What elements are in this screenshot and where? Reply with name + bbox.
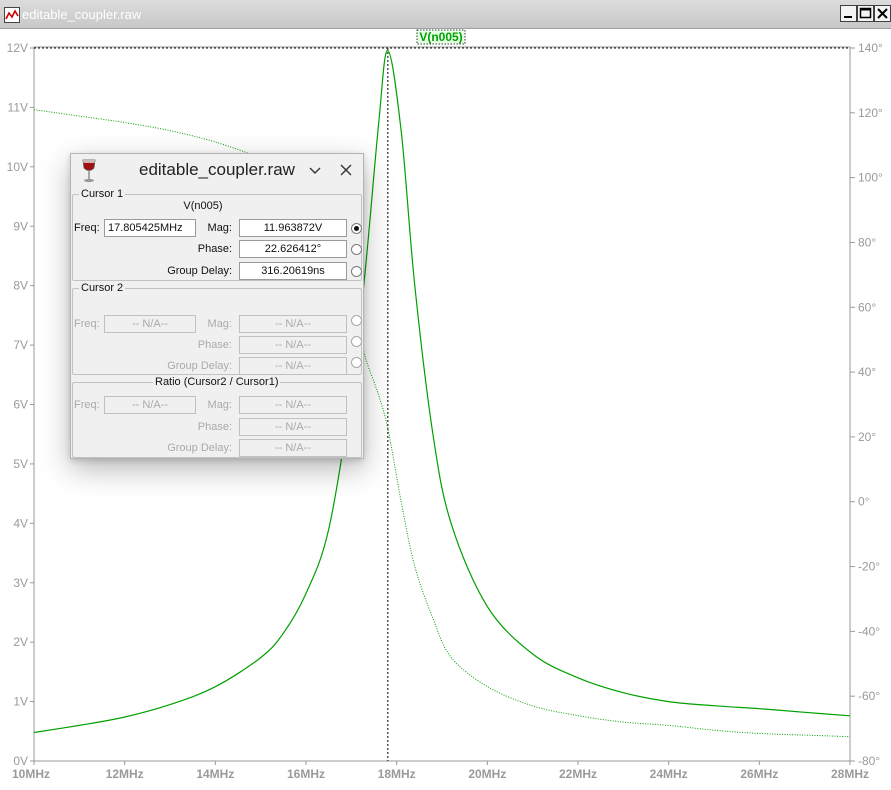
waveform-app-icon xyxy=(4,7,20,23)
left-tick-label: 3V xyxy=(13,576,28,590)
left-tick-label: 7V xyxy=(13,338,28,352)
dialog-title: editable_coupler.raw xyxy=(139,160,295,179)
window-title: editable_coupler.raw xyxy=(22,7,142,22)
cursor2-freq-label: Freq: xyxy=(74,318,100,330)
trace-label[interactable]: V(n005) xyxy=(416,29,466,45)
cursor1-trace-name: V(n005) xyxy=(183,200,223,212)
cursor2-group-delay-radio[interactable] xyxy=(351,357,362,368)
ratio-group: Ratio (Cursor2 / Cursor1) Freq: -- N/A--… xyxy=(72,376,362,458)
close-icon[interactable] xyxy=(339,163,353,177)
cursor1-mag-field[interactable]: 11.963872V xyxy=(239,219,347,237)
dialog-titlebar[interactable]: editable_coupler.raw xyxy=(71,154,363,188)
wine-glass-icon xyxy=(82,159,96,183)
right-tick-label: 20° xyxy=(858,430,876,444)
left-tick-label: 2V xyxy=(13,635,28,649)
minimize-icon xyxy=(844,16,852,18)
right-tick-label: 100° xyxy=(858,171,883,185)
right-tick-label: 120° xyxy=(858,106,883,120)
left-tick-label: 0V xyxy=(13,754,28,768)
cursor2-phase-radio[interactable] xyxy=(351,336,362,347)
cursor1-group-delay-field[interactable]: 316.20619ns xyxy=(239,262,347,280)
cursor2-mag-field: -- N/A-- xyxy=(239,315,347,333)
ratio-mag-field: -- N/A-- xyxy=(239,396,347,414)
maximize-icon xyxy=(859,7,872,19)
cursor1-phase-field[interactable]: 22.626412° xyxy=(239,240,347,258)
chevron-down-icon[interactable] xyxy=(308,164,322,178)
cursor1-freq-label: Freq: xyxy=(74,222,100,234)
ratio-group-delay-field: -- N/A-- xyxy=(239,439,347,457)
ratio-mag-label: Mag: xyxy=(207,399,232,411)
ratio-group-delay-label: Group Delay: xyxy=(167,442,232,454)
cursor2-mag-label: Mag: xyxy=(207,318,232,330)
cursor1-group-delay-label: Group Delay: xyxy=(167,265,232,277)
window-titlebar[interactable]: editable_coupler.raw xyxy=(0,0,891,29)
bottom-tick-label: 20MHz xyxy=(468,767,506,781)
ratio-freq-field: -- N/A-- xyxy=(104,396,196,414)
bottom-axis: 10MHz 12MHz 14MHz 16MHz 18MHz 20MHz 22MHz 24MHz… xyxy=(12,761,869,781)
close-button[interactable] xyxy=(874,5,891,22)
left-tick-label: 9V xyxy=(13,219,28,233)
right-tick-label: 140° xyxy=(858,41,883,55)
bottom-tick-label: 18MHz xyxy=(378,767,416,781)
cursor2-group-delay-label: Group Delay: xyxy=(167,360,232,372)
close-icon xyxy=(877,8,888,19)
maximize-button[interactable] xyxy=(857,5,874,22)
left-tick-label: 11V xyxy=(8,100,28,114)
left-tick-label: 4V xyxy=(13,516,28,530)
bottom-tick-label: 12MHz xyxy=(106,767,144,781)
ratio-phase-field: -- N/A-- xyxy=(239,418,347,436)
left-axis: 0V 1V 2V 3V 4V 5V 6V 7V 8V 9V 10V 11V 12V xyxy=(7,41,34,768)
minimize-button[interactable] xyxy=(840,5,857,22)
cursor1-freq-field[interactable]: 17.805425MHz xyxy=(104,219,196,237)
cursor1-mag-radio[interactable] xyxy=(351,223,362,234)
bottom-tick-label: 14MHz xyxy=(196,767,234,781)
cursor1-phase-radio[interactable] xyxy=(351,244,362,255)
cursor2-group-label: Cursor 2 xyxy=(79,282,126,294)
ratio-group-label: Ratio (Cursor2 / Cursor1) xyxy=(153,376,281,388)
left-tick-label: 12V xyxy=(7,41,28,55)
right-tick-label: 80° xyxy=(858,235,876,249)
right-tick-label: 40° xyxy=(858,365,876,379)
right-tick-label: 60° xyxy=(858,300,876,314)
left-tick-label: 5V xyxy=(13,457,28,471)
cursor1-group: Cursor 1 V(n005) Freq: 17.805425MHz Mag:… xyxy=(72,188,362,281)
cursor2-phase-field: -- N/A-- xyxy=(239,336,347,354)
right-tick-label: -40° xyxy=(858,624,880,638)
trace-label-box xyxy=(416,29,466,45)
cursor2-group: Cursor 2 Freq: -- N/A-- Mag: -- N/A-- Ph… xyxy=(72,282,362,375)
left-tick-label: 10V xyxy=(7,160,28,174)
right-axis: -80° -60° -40° -20° 0° 20° 40° 60° 80° 100° 120° 14… xyxy=(850,41,883,768)
right-tick-label: 0° xyxy=(858,495,870,509)
bottom-tick-label: 10MHz xyxy=(12,767,50,781)
trace-label-text: V(n005) xyxy=(419,30,462,44)
ratio-phase-label: Phase: xyxy=(197,421,232,433)
left-tick-label: 6V xyxy=(13,398,28,412)
right-tick-label: -20° xyxy=(858,560,880,574)
ratio-freq-label: Freq: xyxy=(74,399,100,411)
left-tick-label: 8V xyxy=(13,279,28,293)
cursor1-group-label: Cursor 1 xyxy=(79,188,126,200)
bottom-tick-label: 22MHz xyxy=(559,767,597,781)
bottom-tick-label: 26MHz xyxy=(740,767,778,781)
magnitude-trace xyxy=(33,49,851,734)
cursor1-phase-label: Phase: xyxy=(197,243,232,255)
bottom-tick-label: 24MHz xyxy=(650,767,688,781)
cursor-dialog[interactable]: editable_coupler.raw Cursor 1 V(n005) Fr… xyxy=(70,153,364,459)
right-tick-label: -60° xyxy=(858,689,880,703)
cursor2-phase-label: Phase: xyxy=(197,339,232,351)
cursor1-group-delay-radio[interactable] xyxy=(351,266,362,277)
cursor1-mag-label: Mag: xyxy=(207,222,232,234)
bottom-tick-label: 28MHz xyxy=(831,767,869,781)
cursor2-mag-radio[interactable] xyxy=(351,315,362,326)
cursor2-group-delay-field: -- N/A-- xyxy=(239,357,347,375)
right-tick-label: -80° xyxy=(858,754,880,768)
cursor2-freq-field: -- N/A-- xyxy=(104,315,196,333)
left-tick-label: 1V xyxy=(13,695,28,709)
bottom-tick-label: 16MHz xyxy=(287,767,325,781)
